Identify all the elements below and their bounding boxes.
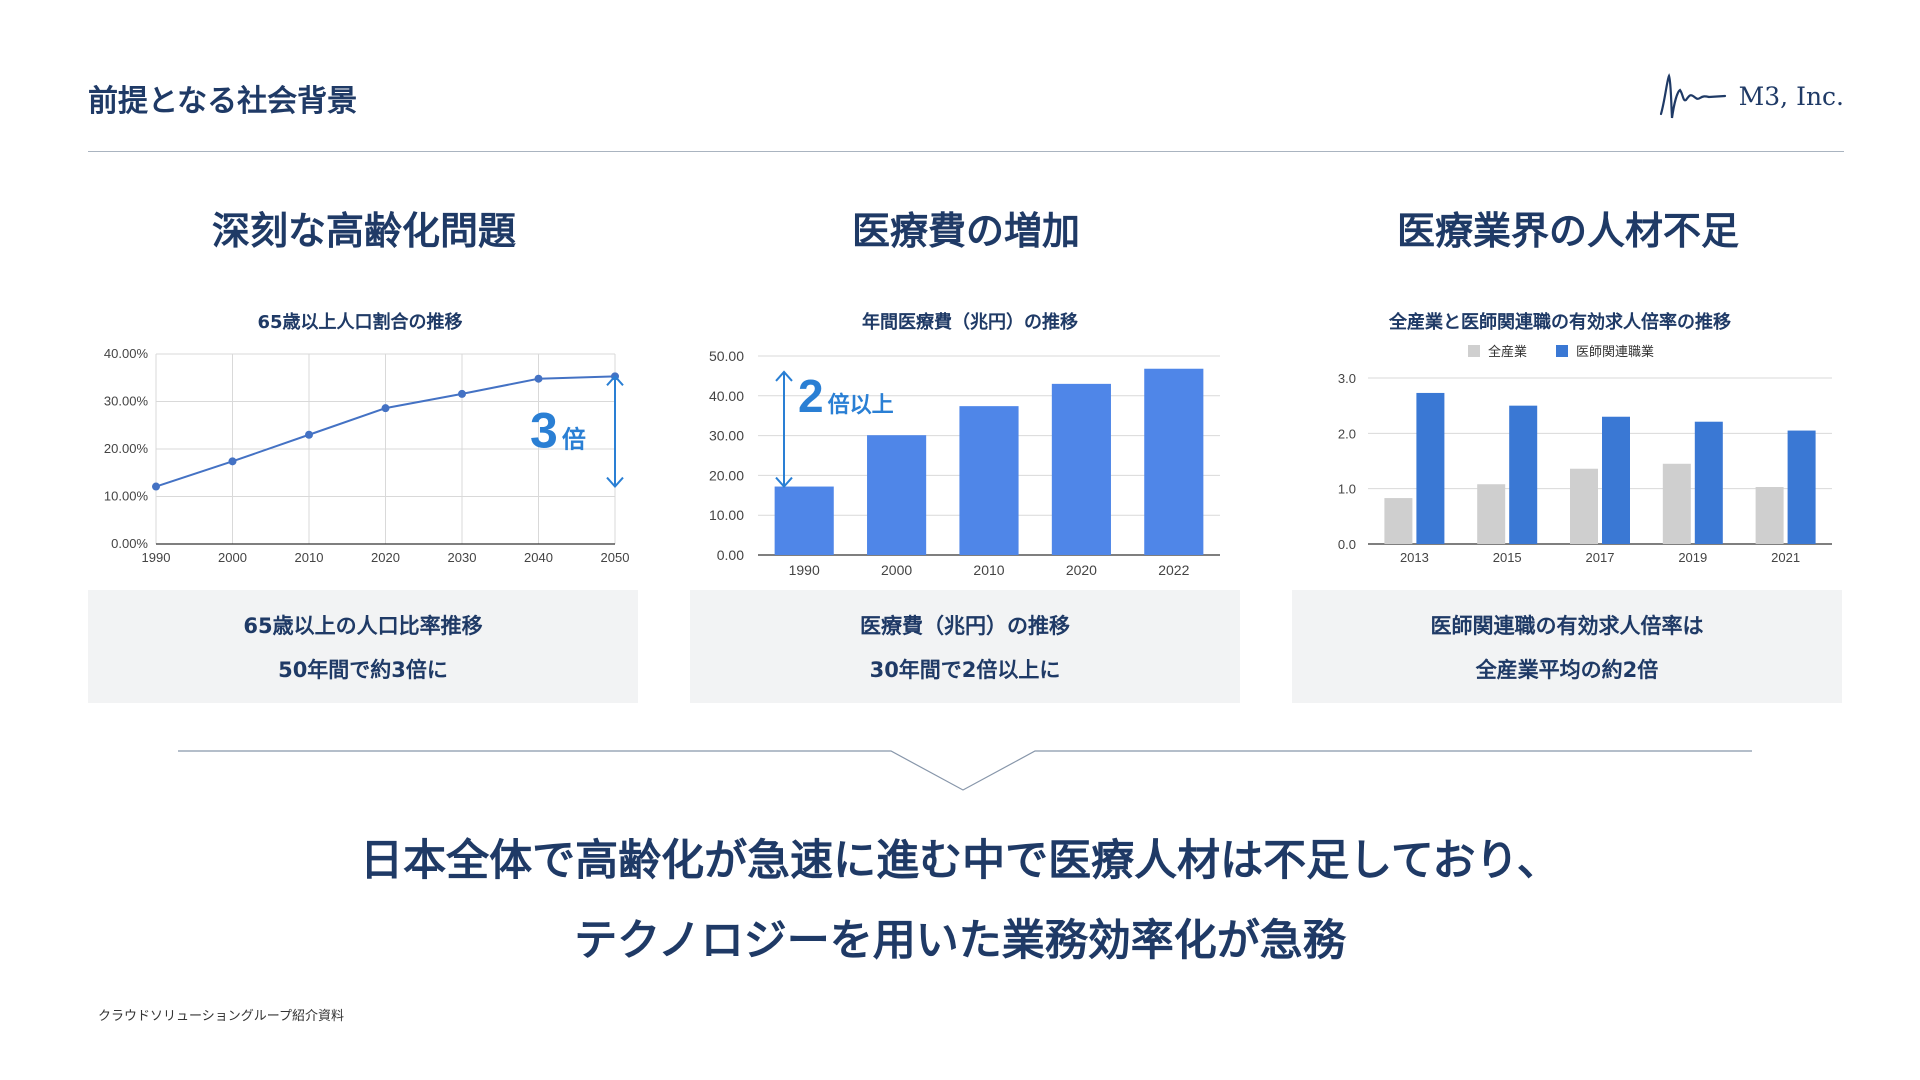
x-tick-label: 2010 [295,550,324,565]
page-title: 前提となる社会背景 [88,84,358,119]
chart-title: 65歳以上人口割合の推移 [257,312,463,333]
bar [1051,383,1111,555]
legend-label: 全産業 [1488,344,1527,359]
x-tick-label: 2020 [371,550,400,565]
bar [1384,498,1413,544]
data-point [381,404,390,413]
data-point [458,389,466,398]
bar [959,406,1019,555]
bar [1144,368,1204,555]
note-box-aging: 65歳以上の人口比率推移 50年間で約3倍に [88,590,638,703]
x-tick-label: 2050 [601,550,630,565]
line-chart-svg: 0.00% 10.00% 20.00% 30.00% 40.00% 1990 2000 201… [104,346,630,565]
x-tick-label: 2021 [1771,550,1800,565]
data-point [228,457,237,466]
x-tick-label: 2013 [1400,550,1429,565]
bar [1755,487,1784,544]
y-tick-label: 1.0 [1338,482,1356,497]
heading-aging: 深刻な高齢化問題 [211,209,516,253]
bar [1694,421,1723,544]
note-line: 全産業平均の約2倍 [1475,657,1659,682]
note-line: 医療費（兆円）の推移 [860,613,1070,638]
bar [1477,484,1506,544]
y-tick-label: 2.0 [1338,426,1356,441]
data-point [534,374,543,383]
x-tick-label: 2019 [1678,550,1707,565]
conclusion-line-1: 日本全体で高齢化が急速に進む中で医療人材は不足しており、 [360,836,1560,886]
chevron-divider [178,750,1752,791]
bar-chart-svg: 0.00 10.00 20.00 30.00 40.00 50.00 1990 2000 201… [709,348,1220,578]
heading-medical-cost: 医療費の増加 [851,209,1080,253]
logo-mark-icon [1659,73,1726,119]
note-line: 50年間で約3倍に [278,657,448,682]
bar [1602,416,1630,544]
company-logo: M3, Inc. [1659,66,1844,126]
arrow-head-up-icon [606,374,624,386]
y-tick-label: 10.00% [104,489,149,504]
y-tick-label: 30.00 [709,428,744,444]
chart-title: 全産業と医師関連職の有効求人倍率の推移 [1389,312,1731,333]
x-tick-label: 2000 [218,550,247,565]
logo-text: M3, Inc. [1738,81,1844,111]
bar [1662,463,1691,544]
bar [1416,392,1445,544]
aging-line-chart: 65歳以上人口割合の推移 0.00% 10.00% 20.00% 30.00% 40.0… [80,300,640,580]
bar [774,486,834,555]
x-tick-label: 1990 [789,562,820,578]
y-tick-label: 30.00% [104,394,149,409]
arrow-head-down-icon [775,476,793,489]
note-line: 30年間で2倍以上に [869,657,1061,682]
data-point [305,430,313,439]
conclusion-line-2: テクノロジーを用いた業務効率化が急務 [574,916,1346,966]
x-tick-label: 2010 [973,562,1004,578]
x-tick-label: 2030 [448,550,477,565]
bar [1787,430,1816,544]
header-divider [88,151,1844,152]
y-tick-label: 50.00 [709,348,744,364]
note-line: 医師関連職の有効求人倍率は [1430,613,1704,638]
bar [1509,405,1538,544]
y-tick-label: 20.00 [709,467,744,483]
bar [867,435,927,555]
chart-title: 年間医療費（兆円）の推移 [862,312,1078,333]
y-tick-label: 20.00% [104,441,149,456]
legend-swatch [1468,345,1480,357]
bar [1570,468,1598,544]
note-line: 65歳以上の人口比率推移 [243,613,483,638]
legend-label: 医師関連職業 [1576,344,1654,359]
data-point [152,482,160,491]
note-box-medical-cost: 医療費（兆円）の推移 30年間で2倍以上に [690,590,1240,703]
x-tick-label: 2020 [1066,562,1097,578]
arrow-head-up-icon [775,370,793,382]
arrow-head-down-icon [606,476,624,489]
x-tick-label: 2000 [881,562,912,578]
x-tick-label: 2040 [524,550,553,565]
x-tick-label: 2022 [1158,562,1189,578]
medical-cost-bar-chart: 年間医療費（兆円）の推移 0.00 10.00 20.00 30.00 40.00 50.… [690,300,1250,580]
y-tick-label: 40.00% [104,346,149,361]
grouped-bar-chart-svg: 全産業 医師関連職業 0.0 1.0 2.0 3.0 2013 2015 2017 2019 202… [1338,344,1832,565]
heading-staff-shortage: 医療業界の人材不足 [1396,209,1739,253]
y-tick-label: 0.00% [111,536,148,551]
y-tick-label: 0.0 [1338,537,1356,552]
legend-swatch [1556,345,1568,357]
annotation-label: 2 倍以上 [798,370,894,422]
x-tick-label: 2017 [1586,550,1615,565]
note-box-staff-shortage: 医師関連職の有効求人倍率は 全産業平均の約2倍 [1292,590,1842,703]
x-tick-label: 2015 [1493,550,1522,565]
y-tick-label: 10.00 [709,507,744,523]
footer-text: クラウドソリューショングループ紹介資料 [98,1009,344,1024]
job-ratio-bar-chart: 全産業と医師関連職の有効求人倍率の推移 全産業 医師関連職業 0.0 1.0 2.0 3.… [1300,300,1860,580]
x-tick-label: 1990 [142,550,171,565]
y-tick-label: 0.00 [717,547,744,563]
y-tick-label: 40.00 [709,388,744,404]
y-tick-label: 3.0 [1338,371,1356,386]
